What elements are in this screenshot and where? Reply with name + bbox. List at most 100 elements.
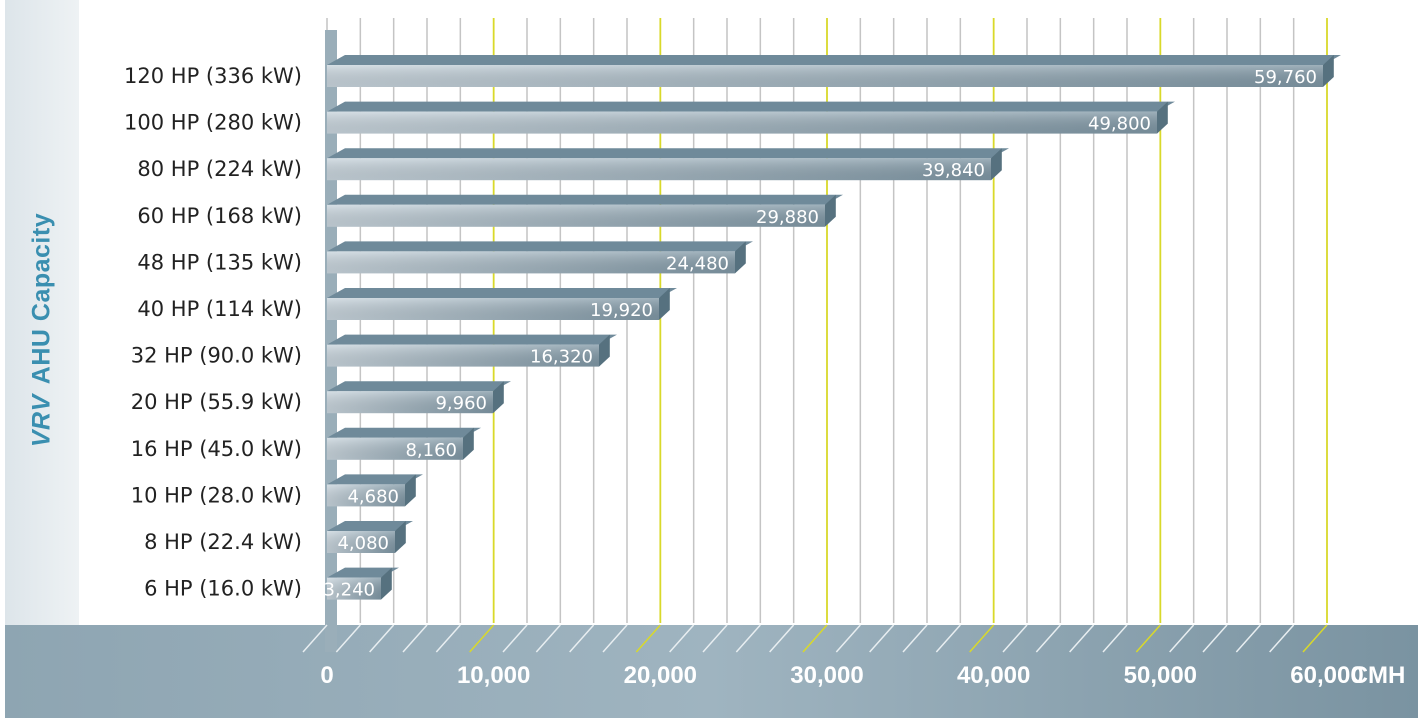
bar-top-face [327, 381, 511, 392]
bar-end-face [493, 381, 504, 414]
category-label: 32 HP (90.0 kW) [131, 344, 302, 368]
x-tick-label: 30,000 [790, 662, 863, 689]
floor-hatch [502, 624, 528, 653]
floor-hatch [735, 624, 761, 653]
bar-end-face [381, 567, 392, 600]
floor-hatch [535, 624, 561, 653]
category-label: 100 HP (280 kW) [124, 111, 302, 135]
floor-hatch [935, 624, 961, 653]
bar [327, 474, 423, 507]
bar-end-face [991, 148, 1002, 181]
bar-top-face [327, 334, 617, 345]
bar-shade [327, 204, 825, 227]
floor-hatch [1169, 624, 1195, 653]
axis-band [5, 625, 1418, 718]
floor-hatch [969, 624, 995, 653]
bar-top-face [327, 241, 753, 252]
bar-value-label: 3,240 [323, 580, 375, 601]
floor-hatch [1069, 624, 1095, 653]
bar-shade [327, 298, 659, 320]
category-label: 60 HP (168 kW) [137, 204, 302, 228]
x-axis-unit: CMH [1351, 662, 1406, 689]
floor-hatch [369, 624, 395, 653]
floor-hatch [702, 624, 728, 653]
floor-hatch [1102, 624, 1128, 653]
category-label: 80 HP (224 kW) [137, 157, 302, 181]
x-tick-label: 10,000 [457, 662, 530, 689]
bar-shade [327, 344, 599, 367]
x-tick-label: 60,000 [1290, 662, 1363, 689]
bar-value-label: 29,880 [756, 207, 819, 228]
bar-value-label: 59,760 [1254, 67, 1317, 88]
bar [327, 288, 677, 320]
bar-top-face [327, 288, 677, 298]
bar-top-face [327, 194, 843, 205]
bar-top-face [327, 101, 1175, 112]
bar [327, 241, 753, 274]
bar-shade [327, 158, 991, 181]
category-label: 40 HP (114 kW) [137, 297, 302, 321]
bar-shade [327, 111, 1157, 134]
bar-end-face [1157, 101, 1168, 134]
bar [327, 101, 1175, 134]
bar-value-label: 4,080 [337, 533, 389, 554]
category-label: 6 HP (16.0 kW) [144, 577, 302, 601]
bar-shade [327, 577, 381, 600]
floor-hatch [635, 624, 661, 653]
bar-top-face [327, 474, 423, 485]
bar [327, 55, 1341, 87]
bar-shade [327, 531, 395, 553]
floor-hatch [1035, 624, 1061, 653]
category-label: 10 HP (28.0 kW) [131, 483, 302, 507]
floor-hatch [302, 624, 328, 653]
floor-hatch [1235, 624, 1261, 653]
bar-end-face [735, 241, 746, 274]
bar-end-face [395, 521, 406, 553]
bar-value-label: 19,920 [590, 300, 653, 321]
category-label: 120 HP (336 kW) [124, 64, 302, 88]
floor-hatch [1302, 624, 1328, 653]
floor-hatch [769, 624, 795, 653]
bar [327, 381, 511, 414]
bar [327, 194, 843, 227]
bar-shade [327, 251, 735, 274]
bar-shade [327, 65, 1323, 87]
floor-hatch [469, 624, 495, 653]
bar-top-face [327, 55, 1341, 65]
floor-hatch [335, 624, 361, 653]
floor-hatch [1202, 624, 1228, 653]
bar-end-face [659, 288, 670, 320]
floor-hatch [402, 624, 428, 653]
bar-top-face [327, 567, 399, 578]
bar-end-face [599, 334, 610, 367]
x-tick-label: 0 [320, 662, 333, 689]
bar-shade [327, 391, 493, 414]
bar-end-face [405, 474, 416, 507]
bar-top-face [327, 427, 481, 438]
x-tick-label: 40,000 [957, 662, 1030, 689]
floor-hatch [902, 624, 928, 653]
floor-hatch [669, 624, 695, 653]
category-label: 8 HP (22.4 kW) [144, 530, 302, 554]
bar-value-label: 9,960 [435, 393, 487, 414]
floor-hatch [569, 624, 595, 653]
bar-value-label: 16,320 [530, 347, 593, 368]
floor-hatch [435, 624, 461, 653]
floor-hatch [802, 624, 828, 653]
bar-end-face [1323, 55, 1334, 87]
bar-value-label: 8,160 [405, 440, 457, 461]
floor-hatch [1135, 624, 1161, 653]
floor-hatch [835, 624, 861, 653]
category-label: 48 HP (135 kW) [137, 250, 302, 274]
bar [327, 521, 413, 553]
category-label: 20 HP (55.9 kW) [131, 390, 302, 414]
bar-end-face [825, 194, 836, 227]
bar-value-label: 49,800 [1088, 114, 1151, 135]
bar-shade [327, 437, 463, 460]
bar-value-label: 4,680 [347, 486, 399, 507]
bar-top-face [327, 521, 413, 531]
floor-hatch [602, 624, 628, 653]
x-tick-label: 50,000 [1124, 662, 1197, 689]
floor-hatch [1269, 624, 1295, 653]
